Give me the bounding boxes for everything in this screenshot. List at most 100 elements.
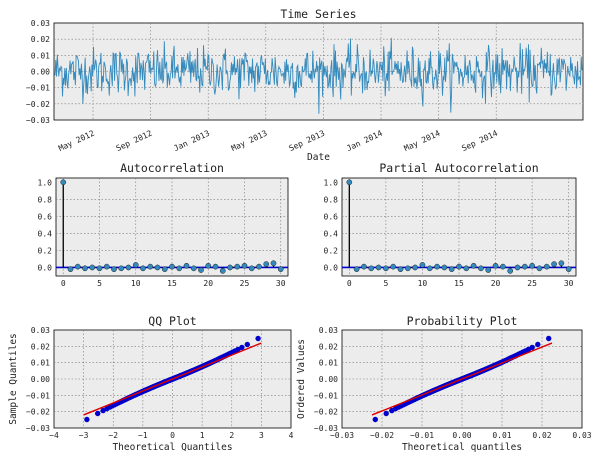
qq-fit-line <box>83 342 262 416</box>
prob-point <box>529 344 535 351</box>
ts-ytick: −0.01 <box>26 84 50 93</box>
acf-marker <box>161 266 168 273</box>
prob-xtick: 0.03 <box>572 431 591 440</box>
qq-xtick: 4 <box>289 431 294 440</box>
prob-ytick: −0.01 <box>314 391 338 400</box>
qq-xtick: 2 <box>229 431 234 440</box>
ts-ytick: 0.01 <box>31 51 50 60</box>
acf-marker <box>103 263 110 270</box>
ts-ytick: −0.03 <box>26 116 50 125</box>
ts-xtick: Sep 2013 <box>288 129 327 154</box>
pacf-marker <box>375 264 382 271</box>
qq-ytick: 0.03 <box>31 326 50 335</box>
pacf-ytick: 0.2 <box>324 246 339 255</box>
pacf-marker <box>383 265 389 272</box>
acf-xtick: 10 <box>131 279 141 288</box>
pacf-marker <box>346 179 353 186</box>
pacf-marker <box>536 265 543 272</box>
ts-ytick: −0.02 <box>26 100 50 109</box>
acf-marker <box>256 263 262 270</box>
acf-marker <box>74 263 81 270</box>
qq-point <box>239 344 245 351</box>
prob-fit-line <box>371 342 553 416</box>
pacf-xtick: 30 <box>564 279 574 288</box>
pacf-marker <box>368 265 375 272</box>
acf-marker <box>89 264 96 271</box>
qq-ytick: −0.02 <box>26 408 50 417</box>
qq-xtick: 1 <box>200 431 205 440</box>
acf-marker <box>132 262 139 268</box>
acf-marker <box>183 262 190 269</box>
acf-marker <box>67 266 74 273</box>
qq-point <box>95 410 101 417</box>
pacf-marker <box>558 260 565 267</box>
acf-marker <box>205 262 212 269</box>
prob-point <box>546 335 552 342</box>
acf-marker <box>234 263 241 270</box>
acf-ytick: 0.6 <box>38 212 53 221</box>
acf-marker <box>96 265 103 272</box>
pacf-marker <box>419 262 426 268</box>
acf-marker <box>118 265 125 272</box>
acf-ytick: 1.0 <box>38 178 53 187</box>
acf-xtick: 5 <box>97 279 102 288</box>
ts-xtick: Sep 2012 <box>115 129 154 154</box>
qq-point <box>84 416 90 423</box>
pacf-xtick: 25 <box>527 279 537 288</box>
pacf-marker <box>397 266 404 273</box>
pacf-xtick: 0 <box>347 279 352 288</box>
prob-ytick: 0.02 <box>319 342 338 351</box>
prob-ytick: −0.02 <box>314 408 338 417</box>
acf-marker <box>190 265 197 272</box>
acf-xtick: 25 <box>240 279 250 288</box>
ts-xlabel: Date <box>307 152 330 163</box>
qq-xtick: 3 <box>259 431 264 440</box>
prob-point <box>383 410 389 417</box>
pacf-marker <box>543 263 550 270</box>
pacf-marker <box>470 262 477 269</box>
qq-title: QQ Plot <box>148 314 196 328</box>
qq-xtick: −4 <box>49 431 59 440</box>
prob-title: Probability Plot <box>407 314 518 328</box>
ts-xtick: May 2012 <box>57 129 96 154</box>
acf-xtick: 20 <box>203 279 213 288</box>
ts-ytick: 0.00 <box>31 68 50 77</box>
acf-ytick: 0.8 <box>38 195 53 204</box>
qq-xtick: −3 <box>79 431 89 440</box>
acf-marker <box>241 262 248 269</box>
acf-marker <box>82 265 88 272</box>
prob-point <box>535 341 541 348</box>
ts-title: Time Series <box>280 7 356 21</box>
prob-xlabel: Theoretical quantiles <box>402 442 522 453</box>
qq-ytick: 0.00 <box>31 375 50 384</box>
prob-ylabel: Ordered Values <box>296 339 307 419</box>
prob-xtick: −0.03 <box>330 431 354 440</box>
prob-xtick: −0.01 <box>410 431 434 440</box>
acf-marker <box>169 263 175 270</box>
acf-marker <box>212 263 219 270</box>
pacf-xtick: 20 <box>491 279 501 288</box>
pacf-ytick: 0.6 <box>324 212 339 221</box>
acf-marker <box>140 265 146 272</box>
prob-ytick: 0.03 <box>319 326 338 335</box>
pacf-marker <box>412 264 418 271</box>
acf-marker <box>125 264 132 271</box>
pacf-ytick: 0.0 <box>324 263 339 272</box>
pacf-marker <box>426 265 433 272</box>
pacf-marker <box>456 263 462 270</box>
prob-point <box>372 416 378 423</box>
qq-ytick: −0.03 <box>26 424 50 433</box>
pacf-marker <box>507 268 514 274</box>
prob-xtick: 0.00 <box>452 431 471 440</box>
pacf-marker <box>485 267 492 273</box>
qq-xtick: 0 <box>170 431 175 440</box>
pacf-marker <box>404 265 411 272</box>
pacf-ytick: 0.4 <box>324 229 339 238</box>
acf-marker <box>219 268 226 274</box>
acf-marker <box>263 261 270 267</box>
prob-xtick: 0.02 <box>532 431 551 440</box>
pacf-marker <box>441 264 448 271</box>
pacf-marker <box>390 263 397 270</box>
acf-xtick: 15 <box>167 279 177 288</box>
